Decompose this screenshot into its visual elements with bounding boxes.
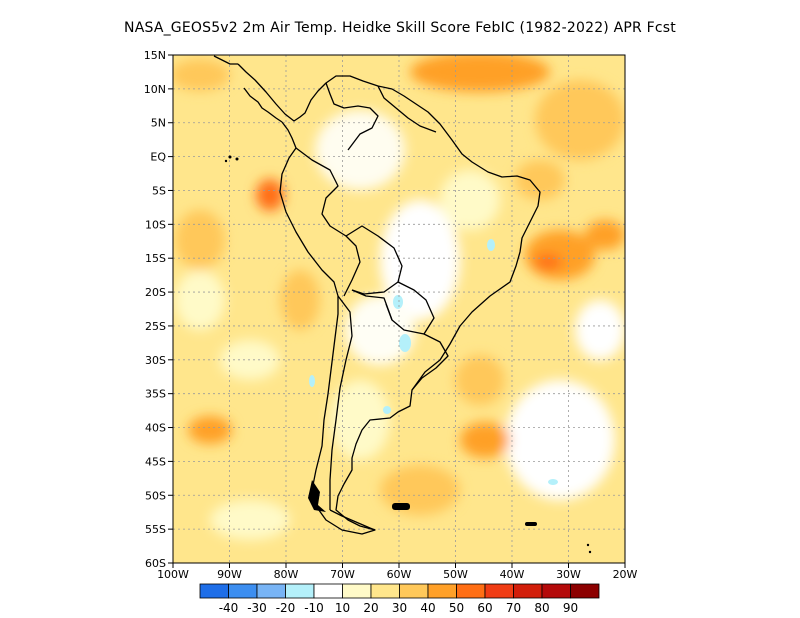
colorbar-swatch (370, 583, 400, 599)
lon-label: 90W (217, 568, 242, 581)
colorbar-swatch (228, 583, 258, 599)
lat-label: 5N (151, 117, 166, 130)
south-america-coastline (237, 63, 541, 535)
lat-label: 20S (145, 286, 166, 299)
tierra-del-fuego (329, 509, 376, 531)
colorbar-label: 20 (363, 601, 378, 615)
colorbar-label: 10 (335, 601, 350, 615)
colorbar-label: -40 (219, 601, 239, 615)
lat-label: 15S (145, 252, 166, 265)
lon-label: 100W (157, 568, 189, 581)
longitude-labels: 100W 90W 80W 70W 60W 50W 40W 30W 20W (157, 568, 637, 581)
lat-label: 10S (145, 218, 166, 231)
lat-label: 55S (145, 523, 166, 536)
latitude-labels: 15N 10N 5N EQ 5S 10S 15S 20S 25S 30S 35S 40S 45S 50S 5… (144, 49, 167, 570)
colorbar-swatch (456, 583, 486, 599)
border-argentina-bolivia (351, 289, 393, 321)
colorbar-label: 60 (477, 601, 492, 615)
lon-label: 70W (330, 568, 355, 581)
border-argentina-chile (329, 295, 353, 510)
lon-label: 60W (387, 568, 412, 581)
colorbar-labels: -40 -30 -20 -10 10 20 30 40 50 60 70 80 90 (219, 601, 578, 615)
coastlines (213, 55, 541, 535)
border-venezuela-guyana (377, 85, 437, 133)
lon-label: 30W (556, 568, 581, 581)
lon-label: 50W (443, 568, 468, 581)
lon-label: 20W (613, 568, 638, 581)
colorbar-label: 50 (449, 601, 464, 615)
lat-label: 25S (145, 320, 166, 333)
axis-ticks (168, 54, 626, 568)
lat-label: EQ (150, 151, 166, 164)
colorbar-label: -10 (304, 601, 324, 615)
border-argentina-brazil (411, 333, 449, 391)
colorbar-swatch (313, 583, 343, 599)
skill-field-patches (173, 55, 625, 540)
colorbar-swatch (256, 583, 286, 599)
border-bolivia (345, 225, 403, 295)
colorbar-swatch (484, 583, 514, 599)
map-field (173, 55, 625, 563)
colorbar-swatch (342, 583, 372, 599)
lat-label: 50S (145, 489, 166, 502)
colorbar-label: 40 (420, 601, 435, 615)
lat-label: 5S (152, 184, 166, 197)
colorbar-label: 90 (563, 601, 578, 615)
lat-label: 30S (145, 354, 166, 367)
lat-label: 15N (144, 49, 166, 62)
lat-label: 10N (144, 83, 166, 96)
islands (224, 155, 592, 554)
colorbar-swatch (399, 583, 429, 599)
colorbar-label: -30 (247, 601, 267, 615)
lon-label: 80W (274, 568, 299, 581)
colorbar-swatch (570, 583, 600, 599)
border-paraguay (385, 281, 435, 335)
lon-label: 40W (500, 568, 525, 581)
colorbar-label: 80 (534, 601, 549, 615)
colorbar-swatch (199, 583, 229, 599)
colorbar-label: 30 (392, 601, 407, 615)
colorbar-label: 70 (506, 601, 521, 615)
colorbar-swatch (285, 583, 315, 599)
lat-label: 45S (145, 455, 166, 468)
colorbar-swatch (541, 583, 571, 599)
colorbar-swatch (513, 583, 543, 599)
lat-label: 40S (145, 422, 166, 435)
colorbar-label: -20 (276, 601, 296, 615)
colorbar (199, 583, 600, 599)
map-title: NASA_GEOS5v2 2m Air Temp. Heidke Skill S… (124, 20, 676, 36)
negative-skill-patches (309, 239, 558, 485)
border-peru-brazil (295, 147, 361, 297)
central-america-coast (213, 55, 283, 123)
lat-label: 60S (145, 557, 166, 570)
colorbar-swatch (427, 583, 457, 599)
lat-label: 35S (145, 388, 166, 401)
border-colombia-venezuela (325, 82, 379, 151)
